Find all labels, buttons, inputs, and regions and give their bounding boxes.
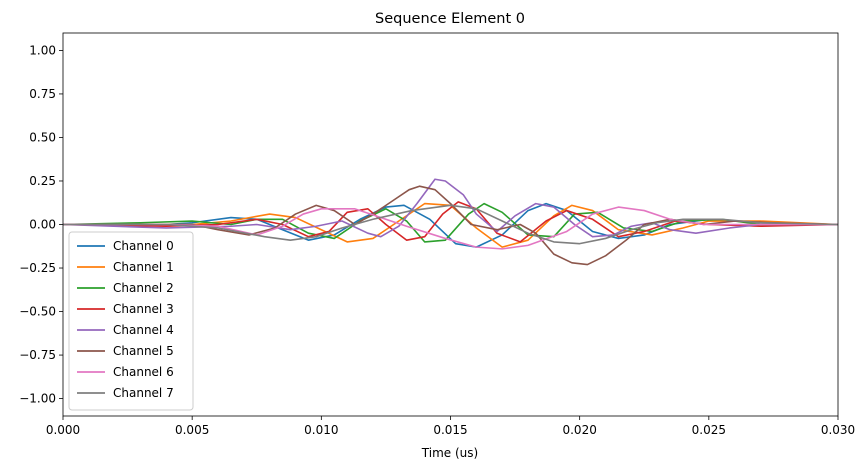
y-tick-label: −0.25 (19, 261, 56, 275)
y-axis: −1.00 −0.75 −0.50 −0.25 0.00 0.25 0.50 0.75 1.00 (19, 43, 63, 406)
y-tick-label: 1.00 (29, 43, 56, 57)
x-tick-label: 0.015 (433, 423, 467, 437)
x-tick-label: 0.025 (692, 423, 726, 437)
chart-title: Sequence Element 0 (375, 11, 525, 27)
legend-label-channel-0: Channel 0 (113, 239, 174, 253)
y-tick-label: −0.75 (19, 348, 56, 362)
y-tick-label: 0.25 (29, 174, 56, 188)
series-line-channel-4 (63, 178, 838, 238)
legend-label-channel-7: Channel 7 (113, 386, 174, 400)
legend-label-channel-5: Channel 5 (113, 344, 174, 358)
x-tick-label: 0.020 (562, 423, 596, 437)
y-tick-label: 0.75 (29, 87, 56, 101)
legend-label-channel-2: Channel 2 (113, 281, 174, 295)
x-axis: 0.000 0.005 0.010 0.015 0.020 0.025 0.030 (46, 416, 855, 437)
x-tick-label: 0.000 (46, 423, 80, 437)
x-tick-label: 0.010 (304, 423, 338, 437)
y-tick-label: −1.00 (19, 392, 56, 406)
legend-label-channel-1: Channel 1 (113, 260, 174, 274)
series-line-channel-1 (63, 202, 838, 248)
y-tick-label: −0.50 (19, 305, 56, 319)
x-axis-label: Time (us) (421, 446, 478, 460)
y-tick-label: 0.00 (29, 218, 56, 232)
series-line-channel-5 (63, 185, 838, 266)
legend-box (68, 231, 194, 411)
series-line-channel-6 (63, 206, 838, 250)
x-tick-label: 0.030 (821, 423, 855, 437)
y-tick-label: 0.50 (29, 130, 56, 144)
legend: Channel 0 Channel 1 Channel 2 Channel 3 Chan… (68, 231, 194, 411)
series-line-channel-7 (63, 204, 838, 245)
series-line-channel-3 (63, 201, 838, 243)
legend-label-channel-3: Channel 3 (113, 302, 174, 316)
legend-label-channel-6: Channel 6 (113, 365, 174, 379)
x-tick-label: 0.005 (175, 423, 209, 437)
legend-label-channel-4: Channel 4 (113, 323, 174, 337)
